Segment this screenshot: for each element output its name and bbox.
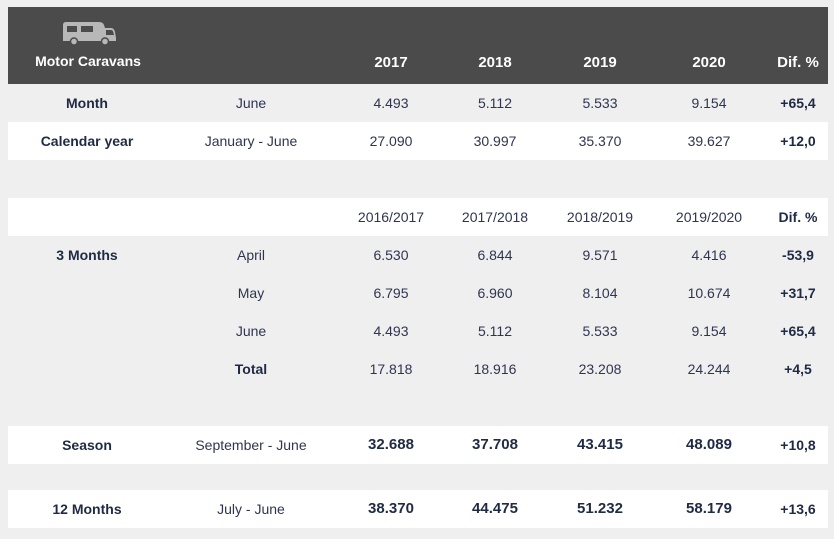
table-row-may: May 6.795 6.960 8.104 10.674 +31,7 xyxy=(8,274,828,313)
table-row-season: Season September - June 32.688 37.708 43… xyxy=(8,426,828,464)
table-row-12-months: 12 Months July - June 38.370 44.475 51.2… xyxy=(8,490,828,528)
table-row-month: Month June 4.493 5.112 5.533 9.154 +65,4 xyxy=(8,84,828,122)
season-header: 2019/2020 xyxy=(675,209,743,225)
value-cell: 6.530 xyxy=(373,247,409,263)
value-cell: 58.179 xyxy=(686,500,732,517)
total-label: Total xyxy=(234,361,268,377)
value-cell: 17.818 xyxy=(369,361,413,377)
dif-cell: +12,0 xyxy=(780,133,816,149)
value-cell: 18.916 xyxy=(473,361,517,377)
value-cell: 9.154 xyxy=(691,323,727,339)
season-header: 2017/2018 xyxy=(461,209,529,225)
value-cell: 44.475 xyxy=(472,500,518,517)
value-cell: 6.795 xyxy=(373,285,409,301)
season-years-header-row: 2016/2017 2017/2018 2018/2019 2019/2020 … xyxy=(8,198,828,236)
row-period: September - June xyxy=(195,437,307,453)
row-period: May xyxy=(237,285,265,301)
dif-cell: +4,5 xyxy=(784,361,812,377)
row-period: July - June xyxy=(217,501,285,517)
value-cell: 5.533 xyxy=(582,95,618,111)
season-header: 2018/2019 xyxy=(566,209,634,225)
year-header-2019: 2019 xyxy=(583,54,617,71)
value-cell: 9.154 xyxy=(691,95,727,111)
dif-cell: +31,7 xyxy=(780,285,816,301)
dif-cell: +65,4 xyxy=(780,95,816,111)
value-cell: 35.370 xyxy=(578,133,622,149)
value-cell: 8.104 xyxy=(582,285,618,301)
table-row-total: Total 17.818 18.916 23.208 24.244 +4,5 xyxy=(8,350,828,388)
value-cell: 4.416 xyxy=(691,247,727,263)
table-row-calendar-year: Calendar year January - June 27.090 30.9… xyxy=(8,122,828,160)
value-cell: 30.997 xyxy=(473,133,517,149)
value-cell: 5.112 xyxy=(478,95,512,111)
value-cell: 24.244 xyxy=(687,361,731,377)
value-cell: 5.112 xyxy=(478,323,512,339)
row-period: January - June xyxy=(204,133,298,149)
value-cell: 4.493 xyxy=(373,323,409,339)
camper-van-icon xyxy=(63,22,116,46)
year-header-2017: 2017 xyxy=(374,54,408,71)
row-label: 12 Months xyxy=(52,501,122,517)
dif-cell: +10,8 xyxy=(780,437,816,453)
dif-cell: +65,4 xyxy=(780,323,816,339)
value-cell: 39.627 xyxy=(687,133,731,149)
dif-header: Dif. % xyxy=(778,209,818,225)
value-cell: 51.232 xyxy=(577,500,623,517)
value-cell: 23.208 xyxy=(578,361,622,377)
value-cell: 43.415 xyxy=(577,436,623,453)
row-label: 3 Months xyxy=(56,247,118,263)
row-label: Season xyxy=(62,437,112,453)
dif-header: Dif. % xyxy=(777,54,819,71)
dif-cell: -53,9 xyxy=(782,247,814,263)
row-period: June xyxy=(235,95,267,111)
value-cell: 6.960 xyxy=(477,285,513,301)
year-header-2018: 2018 xyxy=(478,54,512,71)
value-cell: 10.674 xyxy=(687,285,731,301)
value-cell: 5.533 xyxy=(582,323,618,339)
brand-label: Motor Caravans xyxy=(35,53,141,69)
table-row-june: June 4.493 5.112 5.533 9.154 +65,4 xyxy=(8,312,828,350)
row-label: Calendar year xyxy=(40,133,134,149)
table-row-april: 3 Months April 6.530 6.844 9.571 4.416 -… xyxy=(8,236,828,275)
value-cell: 48.089 xyxy=(686,436,732,453)
value-cell: 6.844 xyxy=(477,247,513,263)
table-header: Motor Caravans 2017 2018 2019 2020 Dif. … xyxy=(8,7,828,84)
year-header-2020: 2020 xyxy=(692,54,726,71)
row-period: April xyxy=(236,247,265,263)
value-cell: 27.090 xyxy=(369,133,413,149)
season-header: 2016/2017 xyxy=(357,209,425,225)
value-cell: 4.493 xyxy=(373,95,409,111)
value-cell: 37.708 xyxy=(472,436,518,453)
value-cell: 9.571 xyxy=(582,247,618,263)
value-cell: 32.688 xyxy=(368,436,414,453)
value-cell: 38.370 xyxy=(368,500,414,517)
dif-cell: +13,6 xyxy=(780,501,816,517)
row-label: Month xyxy=(66,95,108,111)
row-period: June xyxy=(235,323,267,339)
